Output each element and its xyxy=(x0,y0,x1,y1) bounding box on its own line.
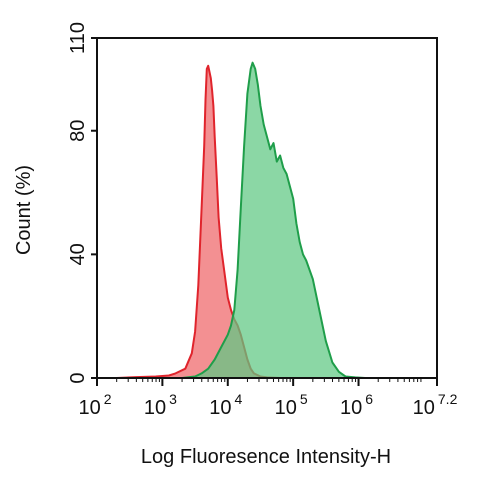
x-tick-label: 10 6 xyxy=(340,391,373,419)
tick-layer: 0 40 80 110 10 2 10 3 10 4 10 5 10 6 10 7.2 xyxy=(67,22,458,419)
y-tick-label: 80 xyxy=(67,120,89,142)
x-axis-label: Log Fluoresence Intensity-H xyxy=(141,446,391,468)
x-tick-label: 10 5 xyxy=(275,391,308,419)
x-tick-label: 10 3 xyxy=(144,391,177,419)
series-2-line xyxy=(181,61,366,379)
x-tick-label: 10 2 xyxy=(78,391,111,419)
x-tick-label: 10 7.2 xyxy=(413,391,458,419)
y-tick-label: 110 xyxy=(67,22,89,54)
series-2-area xyxy=(182,62,366,378)
x-tick-label: 10 4 xyxy=(209,391,242,419)
y-axis-label: Count (%) xyxy=(13,165,35,255)
y-tick-label: 0 xyxy=(67,372,89,383)
y-tick-label: 40 xyxy=(67,243,89,265)
series-layer xyxy=(97,61,366,379)
